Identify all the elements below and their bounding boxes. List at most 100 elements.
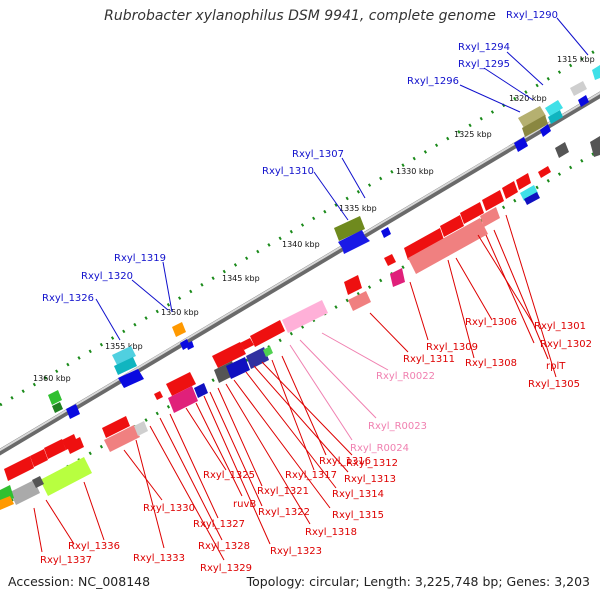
gene-arrow[interactable] [263,346,273,357]
gene-label: Rxyl_1326 [42,293,94,304]
gene-arrow[interactable] [226,357,250,379]
gene-arrow[interactable] [590,136,600,157]
gene-label: Rxyl_1309 [426,342,478,353]
gene-label: Rxyl_1295 [458,59,510,70]
gene-label: Rxyl_1319 [114,253,166,264]
gene-arrow[interactable] [548,110,563,124]
leader-lines [33,17,589,561]
gene-arrow[interactable] [212,342,246,368]
tick-label: 1345 kbp [222,274,260,283]
gene-arrow[interactable] [334,216,365,241]
gene-arrow[interactable] [570,81,587,96]
gene-label: Rxyl_1310 [262,166,314,177]
gene-arrow[interactable] [404,228,444,260]
gene-arrow[interactable] [381,227,391,238]
gene-label: rplT [546,361,566,372]
gene-arrow[interactable] [522,115,548,137]
gene-label: Rxyl_1302 [540,339,592,350]
gene-label: Rxyl_1322 [258,507,310,518]
gene-arrow[interactable] [168,386,198,413]
gene-arrow[interactable] [246,347,269,369]
gene-arrow[interactable] [166,372,196,396]
accession-text: Accession: NC_008148 [8,574,151,589]
gene-label: Rxyl_1315 [332,510,384,521]
gene-arrow[interactable] [482,190,504,211]
genome-info-text: Topology: circular; Length: 3,225,748 bp… [246,574,590,589]
gene-arrow[interactable] [102,416,130,438]
gene-arrow[interactable] [514,137,528,152]
gene-label: Rxyl_1296 [407,76,459,87]
gene-arrow[interactable] [194,383,208,398]
gene-arrow[interactable] [32,476,44,488]
rna-label: Rxyl_R0022 [376,371,435,382]
gene-arrow[interactable] [44,439,66,459]
gene-label: Rxyl_1329 [200,563,252,574]
gene-arrow[interactable] [592,65,600,80]
tick-label: 1350 kbp [161,308,199,317]
gene-arrow[interactable] [40,457,92,496]
gene-label: Rxyl_1328 [198,541,250,552]
gene-arrow[interactable] [384,254,396,266]
gene-label: Rxyl_1301 [534,321,586,332]
gene-arrow[interactable] [154,391,163,400]
gene-label: Rxyl_1318 [305,527,357,538]
gene-arrow[interactable] [134,421,148,436]
tick-label: 1340 kbp [282,240,320,249]
gene-label: Rxyl_1305 [528,379,580,390]
gene-arrow[interactable] [540,124,551,137]
forward-gene-labels: Rxyl_1290 Rxyl_1294 Rxyl_1295 Rxyl_1296 Rxyl… [42,10,558,304]
gene-arrow[interactable] [66,404,80,419]
tick-label: 1355 kbp [105,342,143,351]
gene-arrow[interactable] [104,425,140,452]
gene-arrow[interactable] [545,100,563,116]
gene-label: Rxyl_1325 [203,470,255,481]
gene-arrow[interactable] [480,207,500,227]
gene-arrow[interactable] [186,341,194,350]
gene-arrow[interactable] [578,95,589,107]
gene-arrow[interactable] [344,275,362,295]
gene-arrow[interactable] [524,192,540,205]
rna-label: Rxyl_R0023 [368,421,427,432]
forward-strand-genes [48,65,600,419]
gene-label: Rxyl_1323 [270,546,322,557]
gene-arrow[interactable] [408,218,488,274]
gene-arrow[interactable] [518,106,546,128]
gene-arrow[interactable] [338,230,370,254]
gene-arrow[interactable] [250,320,285,347]
gene-arrow[interactable] [172,322,186,337]
gene-arrow[interactable] [520,185,538,201]
gene-arrow[interactable] [118,369,144,388]
gene-arrow[interactable] [114,357,137,375]
gene-label: Rxyl_1317 [285,470,337,481]
gene-label: Rxyl_1320 [81,271,133,282]
gene-label: Rxyl_1333 [133,553,185,564]
gene-arrow[interactable] [240,338,254,350]
gene-arrow[interactable] [348,291,371,311]
gene-arrow[interactable] [538,166,551,178]
gene-label: Rxyl_1306 [465,317,517,328]
gene-arrow[interactable] [10,480,40,505]
gene-arrow[interactable] [48,390,62,405]
gene-arrow[interactable] [0,496,14,510]
rna-gene-labels: Rxyl_R0022 Rxyl_R0023 Rxyl_R0024 [350,371,435,454]
gene-arrow[interactable] [30,449,48,467]
tick-label: 1335 kbp [339,204,377,213]
gene-arrow[interactable] [66,437,84,454]
gene-arrow[interactable] [460,202,484,224]
gene-arrow[interactable] [516,173,531,190]
gene-label: Rxyl_1336 [68,541,120,552]
gene-label: Rxyl_1308 [465,358,517,369]
gene-label: Rxyl_1312 [346,458,398,469]
rna-arrow[interactable] [282,300,328,333]
gene-label: Rxyl_1321 [257,486,309,497]
gene-arrow[interactable] [4,456,34,481]
gene-arrow[interactable] [52,402,63,413]
gene-arrow[interactable] [555,142,569,158]
gene-arrow[interactable] [502,181,518,199]
tick-label: 1360 kbp [33,374,71,383]
gene-arrow[interactable] [390,268,405,287]
gene-arrow[interactable] [440,215,464,237]
gene-arrow[interactable] [112,346,136,365]
tick-labels: 1315 kbp 1320 kbp 1325 kbp 1330 kbp 1335 kbp… [33,55,595,383]
